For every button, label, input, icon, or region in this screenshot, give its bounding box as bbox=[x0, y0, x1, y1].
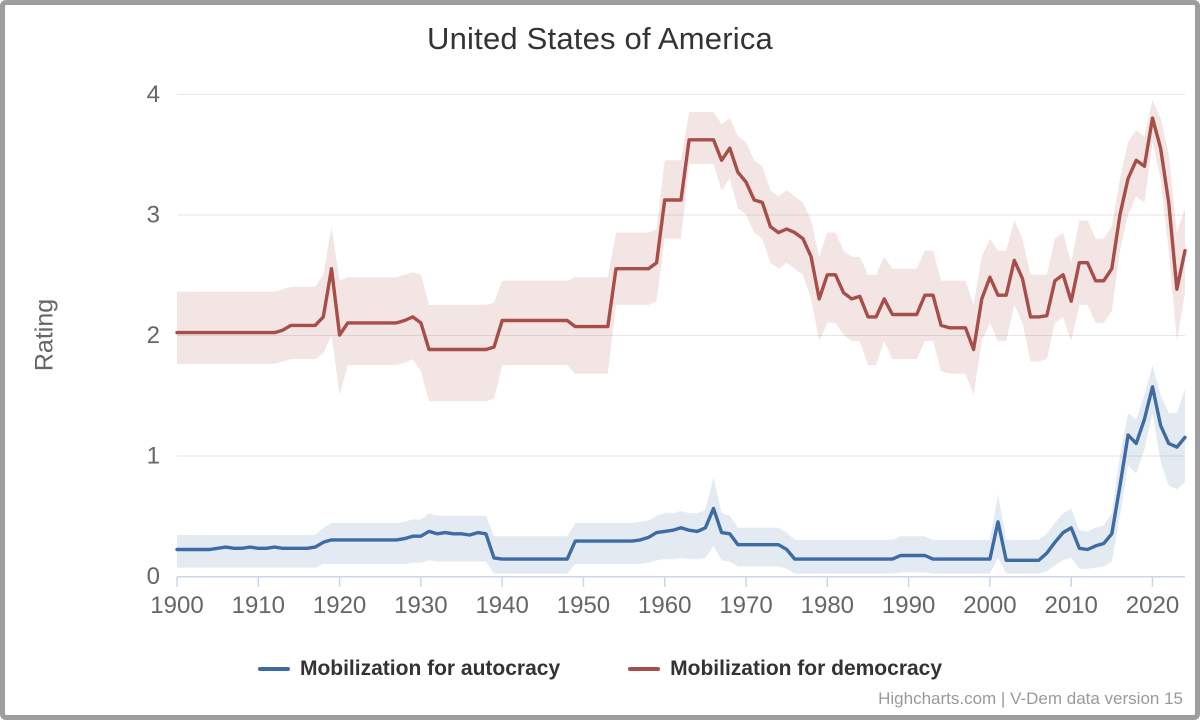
series-line-democracy[interactable] bbox=[175, 116, 1187, 352]
credits-link[interactable]: Highcharts.com | V-Dem data version 15 bbox=[878, 689, 1183, 708]
legend: Mobilization for autocracy Mobilization … bbox=[5, 649, 1195, 689]
x-axis-label: 2010 bbox=[1044, 592, 1097, 619]
x-axis-label: 1940 bbox=[475, 592, 528, 619]
x-axis-label: 1970 bbox=[719, 592, 772, 619]
plot-area: 0 1 2 3 4 1900 1910 1920 1930 1940 1950 1960 1970 198… bbox=[147, 81, 1187, 619]
x-axis-label: 2000 bbox=[963, 592, 1016, 619]
y-axis-label: 1 bbox=[147, 443, 160, 470]
series-line-autocracy[interactable] bbox=[175, 385, 1187, 562]
x-axis-label: 1950 bbox=[557, 592, 610, 619]
x-axis-label: 2020 bbox=[1126, 592, 1179, 619]
legend-item-autocracy[interactable]: Mobilization for autocracy bbox=[257, 657, 561, 681]
x-axis-label: 1910 bbox=[232, 592, 285, 619]
democracy-line-marker-icon bbox=[628, 667, 661, 671]
legend-item-label: Mobilization for autocracy bbox=[299, 657, 561, 680]
x-axis-label: 1900 bbox=[150, 592, 203, 619]
series-band-autocracy bbox=[177, 365, 1185, 574]
x-axis-label: 1990 bbox=[882, 592, 935, 619]
x-axis-label: 1980 bbox=[801, 592, 854, 619]
y-axis-label: 3 bbox=[147, 202, 160, 229]
y-axis-label: 2 bbox=[147, 322, 160, 349]
y-axis-label: 4 bbox=[147, 81, 160, 108]
legend-item-democracy[interactable]: Mobilization for democracy bbox=[628, 657, 942, 681]
x-axis-label: 1930 bbox=[394, 592, 447, 619]
chart-title: United States of America bbox=[427, 21, 773, 56]
autocracy-line-marker-icon bbox=[257, 667, 290, 671]
series-band-democracy bbox=[177, 100, 1185, 402]
x-axis-label: 1920 bbox=[313, 592, 366, 619]
x-axis-label: 1960 bbox=[638, 592, 691, 619]
y-axis-label: 0 bbox=[147, 563, 160, 590]
legend-item-label: Mobilization for democracy bbox=[670, 657, 943, 680]
